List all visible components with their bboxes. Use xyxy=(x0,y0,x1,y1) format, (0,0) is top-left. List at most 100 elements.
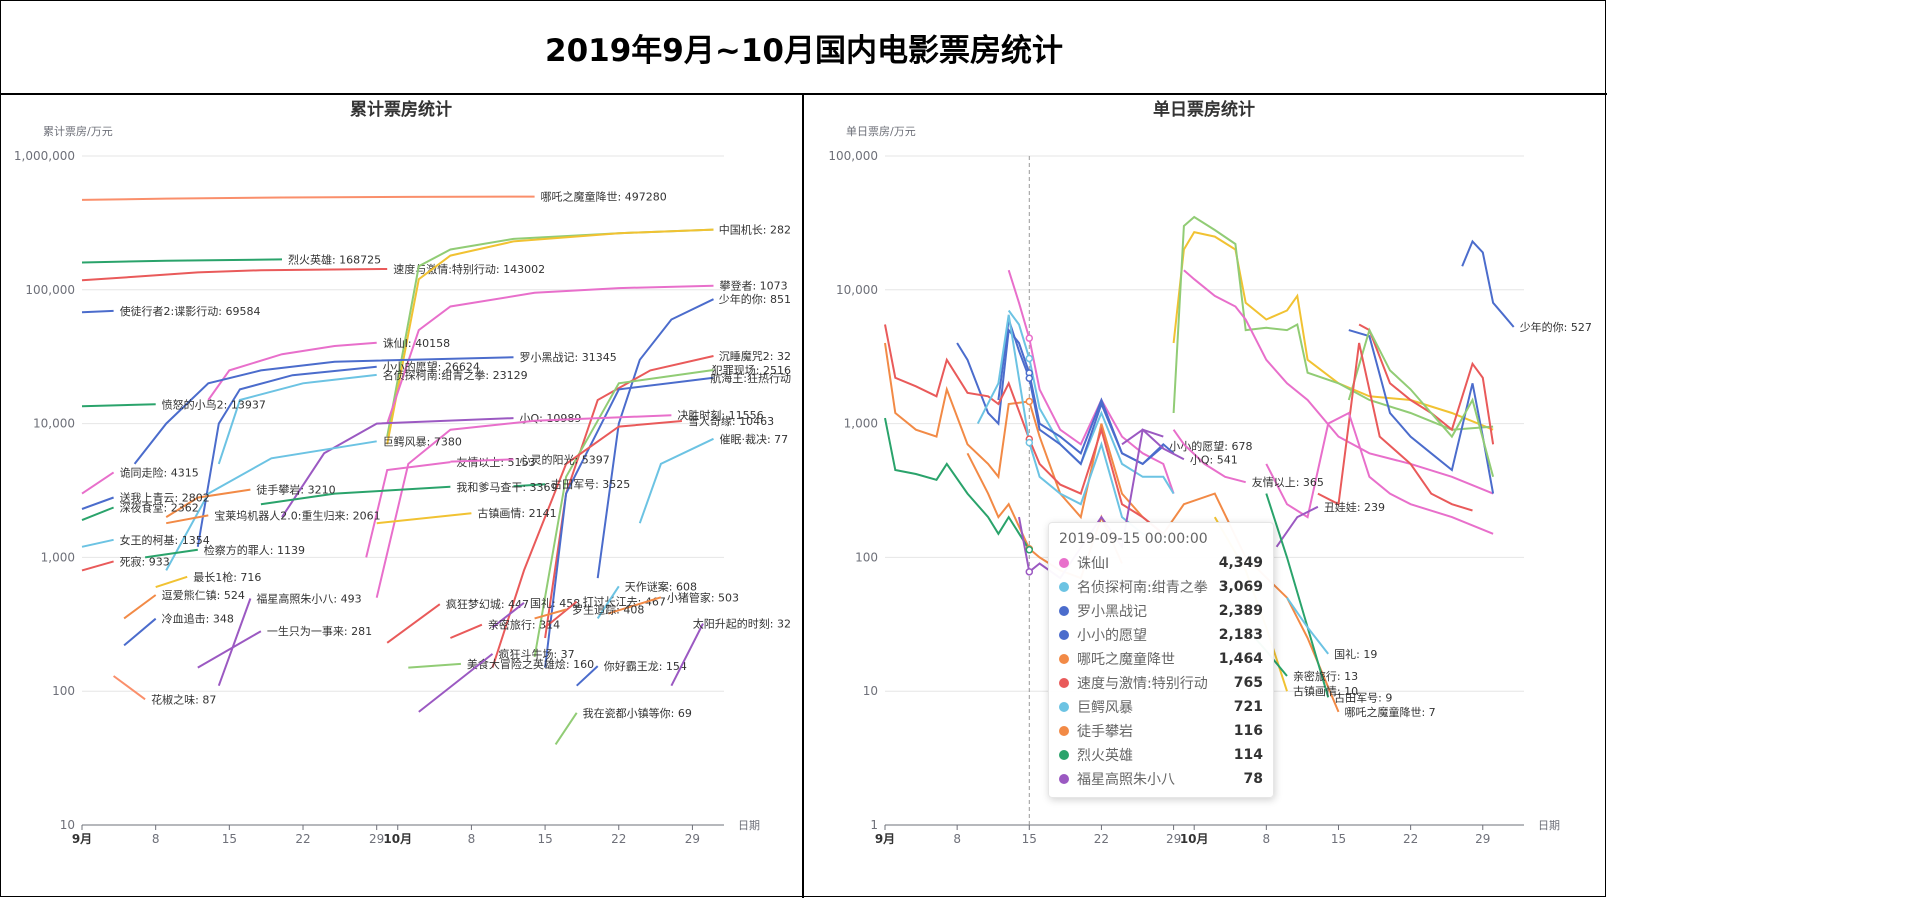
series-end-label: 太阳升起的时刻: 32 xyxy=(693,617,791,631)
series-line[interactable] xyxy=(81,309,114,314)
series-line[interactable] xyxy=(534,608,567,620)
series-line[interactable] xyxy=(123,594,157,620)
series-line[interactable] xyxy=(1172,215,1494,431)
series-line[interactable] xyxy=(365,461,451,558)
series-line[interactable] xyxy=(544,600,578,629)
series-line[interactable] xyxy=(376,512,472,525)
y-tick-label: 1,000 xyxy=(844,417,878,431)
tooltip-series-value: 1,464 xyxy=(1218,651,1263,667)
series-line[interactable] xyxy=(281,417,514,518)
series-line[interactable] xyxy=(81,471,115,495)
series-color-dot xyxy=(1059,630,1069,640)
series-line[interactable] xyxy=(81,538,114,548)
series-line[interactable] xyxy=(450,458,514,463)
series-line[interactable] xyxy=(1265,411,1494,535)
series-line[interactable] xyxy=(81,195,535,201)
series-line[interactable] xyxy=(1347,327,1495,478)
series-line[interactable] xyxy=(386,284,714,424)
series-line[interactable] xyxy=(217,373,377,465)
tooltip-row: 罗小黑战记 2,389 xyxy=(1059,599,1263,623)
series-line[interactable] xyxy=(375,414,672,598)
series-line[interactable] xyxy=(144,548,198,559)
series-color-dot xyxy=(1059,702,1069,712)
x-tick-label: 29 xyxy=(1166,832,1181,846)
series-line[interactable] xyxy=(491,420,682,668)
series-line[interactable] xyxy=(386,228,714,445)
series-line[interactable] xyxy=(165,440,377,571)
series-end-label: 罗小黑战记: 31345 xyxy=(520,351,617,364)
series-line[interactable] xyxy=(450,623,483,639)
series-line[interactable] xyxy=(554,712,578,745)
series-line[interactable] xyxy=(1461,239,1515,328)
series-line[interactable] xyxy=(123,617,157,647)
series-end-label: 疯狂梦幻城: 447 xyxy=(446,597,529,611)
series-line[interactable] xyxy=(197,630,262,669)
series-line[interactable] xyxy=(196,365,377,547)
series-line[interactable] xyxy=(544,376,714,668)
series-line[interactable] xyxy=(166,514,209,525)
series-line[interactable] xyxy=(884,324,1164,535)
header: 2019年9月~10月国内电影票房统计 xyxy=(1,1,1607,95)
series-line[interactable] xyxy=(165,488,251,518)
series-line[interactable] xyxy=(576,665,599,687)
x-tick-label: 15 xyxy=(1331,832,1346,846)
series-line[interactable] xyxy=(533,369,714,658)
series-end-label: 丑娃娃: 239 xyxy=(1324,501,1385,514)
series-line[interactable] xyxy=(207,341,377,401)
series-line[interactable] xyxy=(81,496,114,510)
series-line[interactable] xyxy=(81,268,388,282)
series-line[interactable] xyxy=(81,258,283,264)
series-line[interactable] xyxy=(997,319,1164,466)
series-line[interactable] xyxy=(113,675,146,701)
x-tick-label: 15 xyxy=(1022,832,1037,846)
series-end-label: 催眠·裁决: 77 xyxy=(719,432,788,446)
series-end-label: 福星高照朱小八: 493 xyxy=(256,591,361,605)
series-line[interactable] xyxy=(638,437,714,524)
series-line[interactable] xyxy=(1172,429,1246,484)
series-line[interactable] xyxy=(607,596,662,615)
series-line[interactable] xyxy=(491,602,525,629)
series-line[interactable] xyxy=(1265,493,1330,698)
series-line[interactable] xyxy=(408,662,461,669)
series-line[interactable] xyxy=(1286,597,1329,655)
series-line[interactable] xyxy=(1172,230,1494,431)
y-tick-label: 100 xyxy=(855,550,878,564)
tooltip-rows: 诛仙Ⅰ 4,349 名侦探柯南:绀青之拳 3,069 罗小黑战记 2,389 小小的愿望 2,… xyxy=(1059,551,1263,791)
series-line[interactable] xyxy=(1348,329,1495,494)
series-line[interactable] xyxy=(133,356,514,465)
x-tick-label: 29 xyxy=(1475,832,1490,846)
crosshair-point xyxy=(1025,546,1034,554)
series-line[interactable] xyxy=(155,575,188,589)
series-line[interactable] xyxy=(596,298,714,579)
series-line[interactable] xyxy=(596,585,620,619)
series-line[interactable] xyxy=(544,355,714,639)
series-line[interactable] xyxy=(418,653,494,713)
series-end-label: 逗爱熊仁镇: 524 xyxy=(162,588,245,602)
series-line[interactable] xyxy=(386,228,714,437)
series-end-label: 使徒行者2:谍影行动: 69584 xyxy=(120,304,261,318)
series-end-label: 速度与激情:特别行动: 143002 xyxy=(393,262,545,276)
series-line[interactable] xyxy=(1121,428,1185,461)
dashboard-frame: 2019年9月~10月国内电影票房统计 累计票房统计 累计票房/万元 10 100 1,… xyxy=(0,0,1607,898)
tooltip-row: 徒手攀岩 116 xyxy=(1059,719,1263,743)
series-line[interactable] xyxy=(81,403,156,408)
series-line[interactable] xyxy=(1317,342,1473,512)
series-line[interactable] xyxy=(217,598,252,687)
series-line[interactable] xyxy=(81,560,114,572)
x-tick-label: 8 xyxy=(152,832,160,846)
series-line[interactable] xyxy=(884,417,1031,551)
tooltip-title: 2019-09-15 00:00:00 xyxy=(1059,531,1208,547)
series-line[interactable] xyxy=(670,623,704,687)
series-line[interactable] xyxy=(386,603,441,644)
series-line[interactable] xyxy=(260,485,451,506)
series-end-label: 我和爹马查干: 3369 xyxy=(456,480,557,494)
series-line[interactable] xyxy=(513,483,546,488)
y-tick-label: 1,000,000 xyxy=(14,149,75,163)
series-line[interactable] xyxy=(1275,505,1319,548)
series-line[interactable] xyxy=(81,506,114,522)
x-tick-label: 22 xyxy=(611,832,626,846)
tooltip-row: 烈火英雄 114 xyxy=(1059,743,1263,767)
y-axis-label: 累计票房/万元 xyxy=(43,125,113,138)
